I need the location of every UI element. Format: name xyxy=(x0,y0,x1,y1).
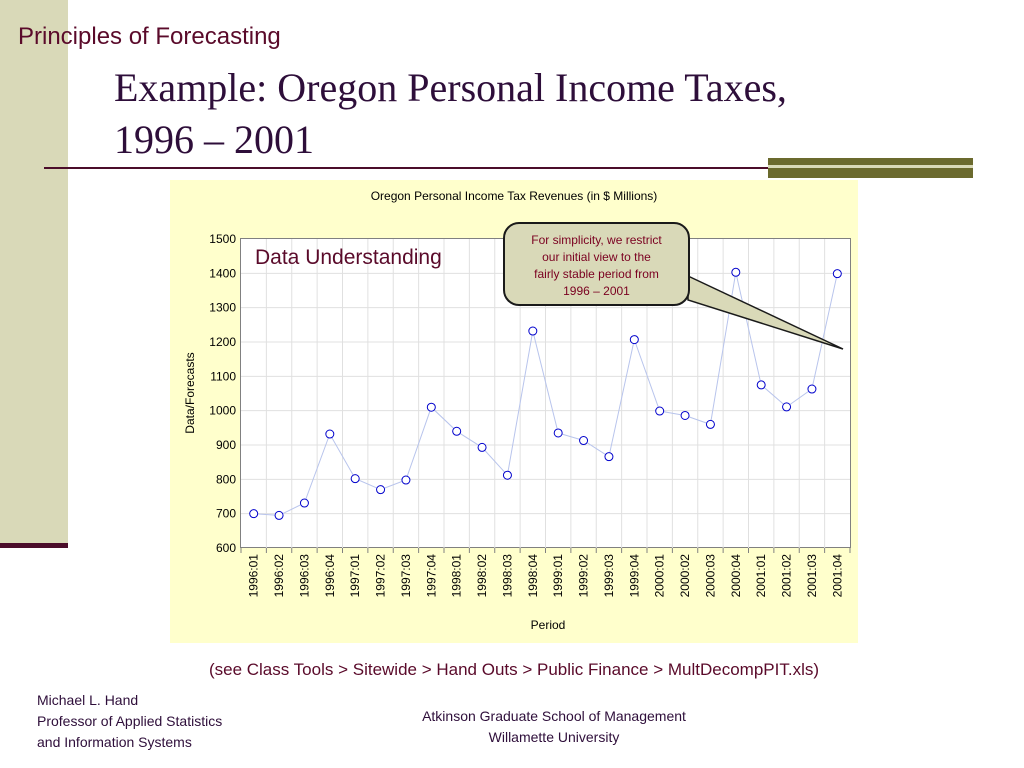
y-tick-label: 1300 xyxy=(209,301,236,315)
x-tick-label: 2001:02 xyxy=(780,554,794,598)
x-tick-label: 1999:02 xyxy=(577,554,591,598)
data-point xyxy=(401,475,411,485)
x-tick-label: 1998:02 xyxy=(475,554,489,598)
x-tick-label: 1996:03 xyxy=(297,554,311,598)
x-tick-label: 2000:02 xyxy=(678,554,692,598)
y-axis-title: Data/Forecasts xyxy=(183,352,197,433)
x-tick-label: 1996:01 xyxy=(247,554,261,598)
x-tick-label: 1997:04 xyxy=(424,554,438,598)
callout-tail xyxy=(687,274,844,350)
data-point xyxy=(502,470,512,480)
callout-line-3: fairly stable period from xyxy=(534,267,659,281)
data-understanding-label: Data Understanding xyxy=(255,246,442,269)
x-tick-label: 2001:03 xyxy=(805,554,819,598)
callout-pointer xyxy=(687,274,844,350)
x-tick-label: 1999:03 xyxy=(602,554,616,598)
data-point xyxy=(629,335,639,345)
header-label: Principles of Forecasting xyxy=(18,23,281,50)
footer-author-title-2: and Information Systems xyxy=(37,734,192,750)
x-axis-title: Period xyxy=(531,618,566,632)
x-tick-label: 1999:01 xyxy=(551,554,565,598)
footer-school: Atkinson Graduate School of Management xyxy=(422,708,686,724)
sidebar-divider xyxy=(0,543,68,548)
data-point xyxy=(477,442,487,452)
title-divider xyxy=(44,167,814,169)
x-tick-label: 1997:03 xyxy=(399,554,413,598)
slide-title: Example: Oregon Personal Income Taxes, 1… xyxy=(114,62,954,166)
data-point xyxy=(325,429,335,439)
y-tick-label: 600 xyxy=(216,541,236,555)
data-point xyxy=(553,428,563,438)
callout-line-1: For simplicity, we restrict xyxy=(531,233,662,247)
data-point xyxy=(579,436,589,446)
y-tick-label: 1200 xyxy=(209,335,236,349)
source-note: (see Class Tools > Sitewide > Hand Outs … xyxy=(208,660,820,679)
x-tick-label: 1999:04 xyxy=(627,554,641,598)
x-tick-label: 1997:02 xyxy=(374,554,388,598)
x-tick-label: 2001:04 xyxy=(830,554,844,598)
x-tick-label: 1998:01 xyxy=(450,554,464,598)
data-point xyxy=(274,510,284,520)
axis-layer: 600 700 800 900 1000 1100 1200 1300 1400 1500 1996… xyxy=(183,232,851,632)
data-point xyxy=(756,380,766,390)
x-tick-label: 1996:02 xyxy=(272,554,286,598)
data-point xyxy=(350,474,360,484)
data-point xyxy=(604,452,614,462)
footer-author-name: Michael L. Hand xyxy=(37,692,139,708)
y-tick-label: 800 xyxy=(216,472,236,486)
data-point xyxy=(655,406,665,416)
x-tick-label: 1998:03 xyxy=(500,554,514,598)
y-tick-label: 1400 xyxy=(209,266,236,280)
title-accent-stripe xyxy=(768,165,973,168)
x-tick-label: 1997:01 xyxy=(348,554,362,598)
data-point xyxy=(426,402,436,412)
callout-box: For simplicity, we restrict our initial … xyxy=(503,222,690,306)
x-tick-label: 2000:03 xyxy=(703,554,717,598)
x-tick-label: 2000:01 xyxy=(653,554,667,598)
x-tick-label: 2000:04 xyxy=(729,554,743,598)
footer-author-title-1: Professor of Applied Statistics xyxy=(37,713,223,729)
data-point xyxy=(299,498,309,508)
x-tick-label: 1996:04 xyxy=(323,554,337,598)
data-point xyxy=(807,384,817,394)
data-point xyxy=(782,402,792,412)
y-tick-label: 1500 xyxy=(209,232,236,246)
title-accent-block xyxy=(768,158,973,178)
footer-university: Willamette University xyxy=(488,729,620,745)
data-point xyxy=(731,267,741,277)
data-point xyxy=(832,269,842,279)
sidebar-band xyxy=(0,0,68,545)
slide-title-line-2: 1996 – 2001 xyxy=(114,117,314,162)
x-tick-label: 1998:04 xyxy=(526,554,540,598)
series-line xyxy=(253,272,838,516)
slide-title-line-1: Example: Oregon Personal Income Taxes, xyxy=(114,65,787,110)
footer-institution: Atkinson Graduate School of Management W… xyxy=(394,706,714,748)
footer-author: Michael L. Hand Professor of Applied Sta… xyxy=(37,690,222,753)
y-tick-label: 700 xyxy=(216,507,236,521)
x-tick-label: 2001:01 xyxy=(754,554,768,598)
chart-title: Oregon Personal Income Tax Revenues (in … xyxy=(370,189,658,203)
data-point xyxy=(376,485,386,495)
callout-line-2: our initial view to the xyxy=(542,250,651,264)
series-layer xyxy=(249,267,842,520)
data-point xyxy=(249,509,259,519)
data-point xyxy=(528,326,538,336)
y-tick-label: 1000 xyxy=(209,404,236,418)
y-tick-label: 1100 xyxy=(210,369,236,383)
y-tick-label: 900 xyxy=(216,438,236,452)
data-point xyxy=(452,426,462,436)
data-point xyxy=(680,410,690,420)
data-point xyxy=(705,419,715,429)
callout-line-4: 1996 – 2001 xyxy=(563,284,630,298)
